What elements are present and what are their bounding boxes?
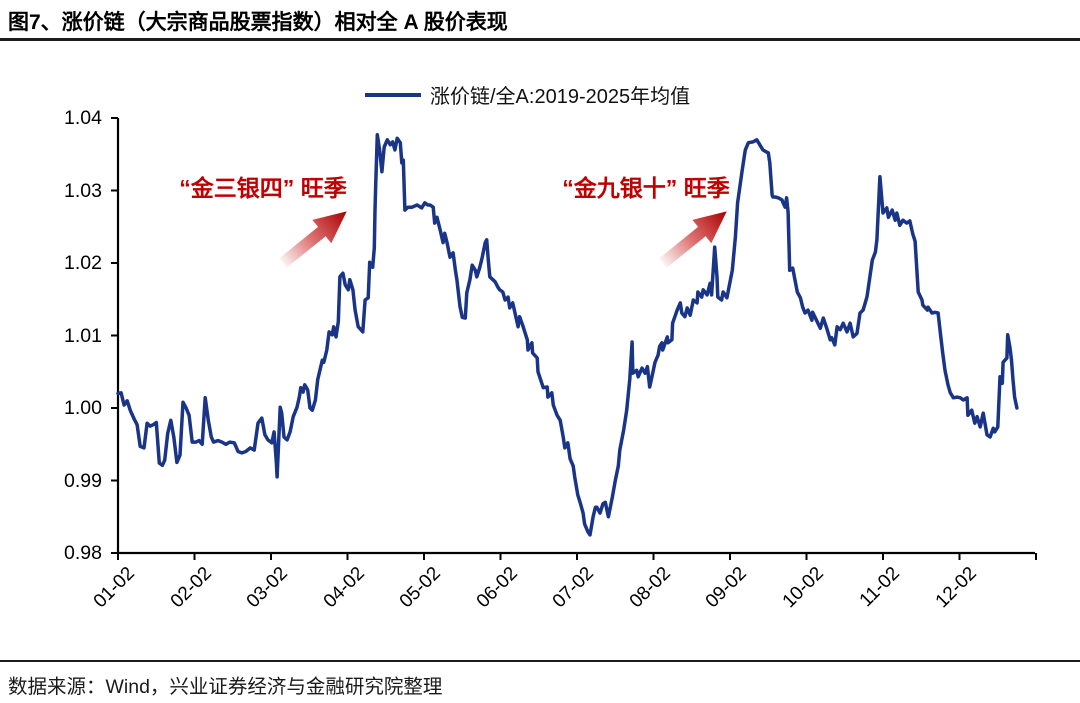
- legend-label: 涨价链/全A:2019-2025年均值: [430, 86, 691, 108]
- chart-legend: 涨价链/全A:2019-2025年均值: [365, 80, 690, 109]
- y-axis-tick-label: 0.98: [64, 542, 102, 564]
- y-axis-tick-label: 0.99: [64, 469, 102, 492]
- seasonal-arrow-icon-2: [659, 211, 727, 268]
- y-axis-tick-label: 1.00: [64, 397, 102, 419]
- legend-line-swatch: [365, 92, 421, 97]
- y-axis-tick-label: 1.02: [64, 252, 102, 274]
- figure-title: 图7、涨价链（大宗商品股票指数）相对全 A 股价表现: [8, 11, 508, 34]
- y-axis-tick-label: 1.03: [64, 179, 102, 202]
- annotation-golden-march-silver-april: “金三银四” 旺季: [179, 175, 347, 201]
- title-divider: [0, 38, 1080, 41]
- chart-axes: [111, 117, 1037, 560]
- data-source: 数据来源：Wind，兴业证券经济与金融研究院整理: [8, 676, 443, 698]
- source-divider: [0, 660, 1080, 662]
- annotation-golden-sept-silver-oct: “金九银十” 旺季: [562, 175, 730, 201]
- y-axis-tick-label: 1.01: [64, 324, 102, 347]
- y-axis-tick-label: 1.04: [64, 107, 102, 129]
- series-line: [116, 132, 1019, 537]
- seasonal-arrow-icon-1: [279, 211, 347, 268]
